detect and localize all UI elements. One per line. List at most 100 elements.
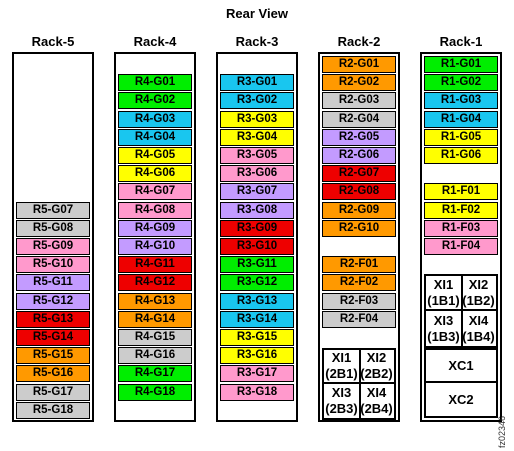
slot-r1-f04: R1-F04 — [424, 238, 498, 255]
xi-module-location: (1B3) — [427, 328, 460, 344]
slot-r5-g08: R5-G08 — [16, 219, 90, 237]
slot-r3-g17: R3-G17 — [220, 365, 294, 383]
slot-r4-g11: R4-G11 — [118, 256, 192, 274]
slot-r5-g18: R5-G18 — [16, 401, 90, 419]
slot-r3-g02: R3-G02 — [220, 92, 294, 110]
slot-r4-g03: R4-G03 — [118, 110, 192, 128]
slot-r2-g06: R2-G06 — [322, 147, 396, 164]
xi-module-location: (2B3) — [325, 401, 358, 417]
slot-r4-g15: R4-G15 — [118, 329, 192, 346]
slot-r1-g01: R1-G01 — [424, 56, 498, 73]
slot-r4-g12: R4-G12 — [118, 274, 192, 292]
slot-r3-g16: R3-G16 — [220, 347, 294, 365]
slot-r1-g02: R1-G02 — [424, 74, 498, 92]
xi-module-name: XI2 — [366, 350, 387, 366]
rack-rack2-xi-row-2: XI3 (2B3) XI4 (2B4) — [322, 384, 396, 421]
slot-r2-f01: R2-F01 — [322, 256, 396, 274]
slot-r5-g10: R5-G10 — [16, 256, 90, 274]
slot-r5-g13: R5-G13 — [16, 310, 90, 328]
slot-r1-g03: R1-G03 — [424, 92, 498, 110]
rack-rack4-label: Rack-4 — [133, 34, 177, 49]
rack-rack1-label: Rack-1 — [439, 34, 483, 49]
slot-r4-g18: R4-G18 — [118, 383, 192, 401]
rack-rack1-xi-row-2: XI3 (1B3) XI4 (1B4) — [424, 311, 498, 349]
xi-module-location: (2B2) — [360, 366, 393, 382]
rack-rack1-xi-row-1: XI1 (1B1) XI2 (1B2) — [424, 274, 498, 312]
slot-r2-g09: R2-G09 — [322, 201, 396, 219]
slot-r1-f02: R1-F02 — [424, 201, 498, 219]
xi-module-name: XI4 — [366, 385, 387, 401]
slot-r5-g12: R5-G12 — [16, 292, 90, 310]
xc-module-xc1: XC1 — [424, 348, 498, 384]
xi-module-name: XI4 — [468, 312, 489, 328]
slot-r4-g07: R4-G07 — [118, 183, 192, 201]
slot-r2-g04: R2-G04 — [322, 110, 396, 128]
slot-r4-g08: R4-G08 — [118, 201, 192, 219]
slot-r3-g10: R3-G10 — [220, 238, 294, 255]
figure-id: fz02346 — [497, 415, 507, 448]
slot-r2-f03: R2-F03 — [322, 292, 396, 310]
rack-rack2-frame: R2-G01 R2-G02 R2-G03 R2-G04 R2-G05 R2-G06 R2-G… — [318, 52, 400, 422]
slot-r2-g08: R2-G08 — [322, 183, 396, 201]
slot-r3-g07: R3-G07 — [220, 183, 294, 201]
slot-r5-g11: R5-G11 — [16, 274, 90, 292]
xi-module-name: XI1 — [433, 276, 454, 292]
slot-r4-g13: R4-G13 — [118, 292, 192, 310]
xi-module-location: (1B1) — [427, 292, 460, 308]
slot-r4-g02: R4-G02 — [118, 92, 192, 110]
slot-r4-g16: R4-G16 — [118, 347, 192, 365]
slot-r3-g01: R3-G01 — [220, 74, 294, 92]
slot-r4-g06: R4-G06 — [118, 165, 192, 183]
slot-r3-g18: R3-G18 — [220, 383, 294, 401]
slot-r2-g10: R2-G10 — [322, 219, 396, 237]
slot-r4-g14: R4-G14 — [118, 310, 192, 328]
slot-r3-g14: R3-G14 — [220, 310, 294, 328]
xi-module-name: XI1 — [331, 350, 352, 366]
xi-module-location: (2B1) — [325, 366, 358, 382]
xi-module-xi1: XI1 (2B1) — [324, 350, 361, 383]
slot-r3-g12: R3-G12 — [220, 274, 294, 292]
rack-rack3-frame: R3-G01 R3-G02 R3-G03 R3-G04 R3-G05 R3-G06 R3-G… — [216, 52, 298, 422]
slot-r4-g10: R4-G10 — [118, 238, 192, 255]
slot-r1-g06: R1-G06 — [424, 147, 498, 164]
xi-module-location: (1B4) — [462, 328, 495, 344]
slot-r5-g16: R5-G16 — [16, 365, 90, 383]
slot-r3-g06: R3-G06 — [220, 165, 294, 183]
xi-module-xi4: XI4 (1B4) — [461, 311, 496, 346]
xi-module-xi3: XI3 (2B3) — [324, 384, 361, 419]
slot-r5-g15: R5-G15 — [16, 347, 90, 365]
xi-module-name: XI3 — [331, 385, 352, 401]
slot-r5-g14: R5-G14 — [16, 329, 90, 346]
slot-r1-f01: R1-F01 — [424, 183, 498, 201]
slot-r4-g17: R4-G17 — [118, 365, 192, 383]
slot-r1-f03: R1-F03 — [424, 219, 498, 237]
slot-r1-g04: R1-G04 — [424, 110, 498, 128]
slot-r3-g13: R3-G13 — [220, 292, 294, 310]
xc-module-xc2: XC2 — [424, 383, 498, 419]
xi-module-location: (2B4) — [360, 401, 393, 417]
slot-r3-g04: R3-G04 — [220, 128, 294, 146]
rack-rack1-frame: R1-G01 R1-G02 R1-G03 R1-G04 R1-G05 R1-G06 R1-F… — [420, 52, 502, 422]
xi-module-xi2: XI2 (2B2) — [359, 350, 394, 382]
xi-module-xi4: XI4 (2B4) — [359, 384, 394, 418]
slot-r4-g05: R4-G05 — [118, 147, 192, 164]
slot-r5-g07: R5-G07 — [16, 201, 90, 219]
xi-module-location: (1B2) — [462, 292, 495, 308]
rack-rack2-label: Rack-2 — [337, 34, 381, 49]
rack-rack2-xi-row-1: XI1 (2B1) XI2 (2B2) — [322, 348, 396, 385]
slot-r3-g15: R3-G15 — [220, 329, 294, 346]
xi-module-name: XI3 — [433, 312, 454, 328]
slot-r4-g04: R4-G04 — [118, 128, 192, 146]
slot-r3-g03: R3-G03 — [220, 110, 294, 128]
slot-r4-g09: R4-G09 — [118, 219, 192, 237]
slot-r2-g07: R2-G07 — [322, 165, 396, 183]
slot-r5-g09: R5-G09 — [16, 238, 90, 255]
slot-r2-g03: R2-G03 — [322, 92, 396, 110]
slot-r5-g17: R5-G17 — [16, 383, 90, 401]
slot-r2-f04: R2-F04 — [322, 310, 396, 328]
xi-module-xi2: XI2 (1B2) — [461, 276, 496, 309]
slot-r2-f02: R2-F02 — [322, 274, 396, 292]
slot-r3-g05: R3-G05 — [220, 147, 294, 164]
slot-r3-g11: R3-G11 — [220, 256, 294, 274]
slot-r2-g05: R2-G05 — [322, 128, 396, 146]
